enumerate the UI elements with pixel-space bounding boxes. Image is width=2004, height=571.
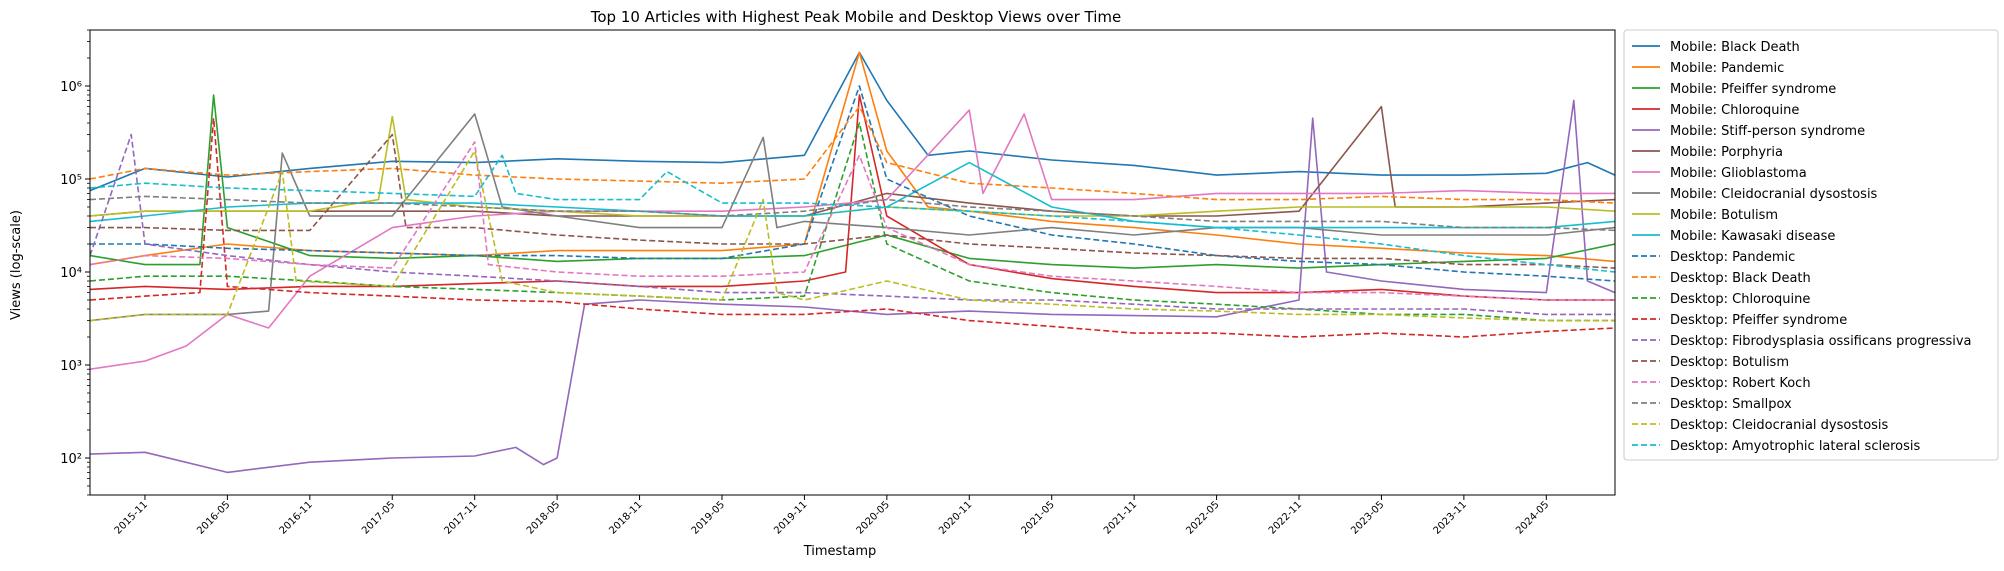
x-tick-label: 2021-05 bbox=[1019, 499, 1056, 536]
legend-label: Mobile: Chloroquine bbox=[1670, 103, 1799, 118]
x-tick-label: 2018-11 bbox=[607, 499, 644, 536]
series-line-16 bbox=[90, 133, 1615, 269]
x-tick-label: 2021-11 bbox=[1102, 499, 1139, 536]
x-tick-label: 2020-11 bbox=[937, 499, 974, 536]
series-line-1 bbox=[90, 51, 1615, 192]
x-axis-label: Timestamp bbox=[803, 544, 877, 559]
legend-label: Desktop: Fibrodysplasia ossificans progr… bbox=[1670, 334, 1972, 349]
series-line-6 bbox=[90, 105, 1615, 217]
legend-label: Desktop: Amyotrophic lateral sclerosis bbox=[1670, 439, 1920, 454]
x-tick-label: 2019-05 bbox=[690, 499, 727, 536]
legend-box bbox=[1623, 29, 1999, 461]
series-line-5 bbox=[90, 99, 1615, 474]
series-line-20 bbox=[90, 154, 1615, 273]
x-tick-label: 2022-05 bbox=[1184, 499, 1221, 536]
x-tick-label: 2018-05 bbox=[525, 499, 562, 536]
series-line-9 bbox=[90, 115, 1615, 217]
y-axis-label: Views (log-scale) bbox=[9, 210, 24, 320]
legend-label: Desktop: Cleidocranial dysostosis bbox=[1670, 418, 1889, 433]
series-line-18 bbox=[90, 195, 1615, 232]
legend-label: Desktop: Smallpox bbox=[1670, 397, 1792, 412]
legend-label: Desktop: Pfeiffer syndrome bbox=[1670, 313, 1847, 328]
legend-label: Mobile: Black Death bbox=[1670, 40, 1800, 55]
y-tick-label: 10⁴ bbox=[60, 266, 82, 281]
y-tick-label: 10⁶ bbox=[60, 80, 82, 95]
chart-title: Top 10 Articles with Highest Peak Mobile… bbox=[590, 8, 1121, 26]
x-tick-label: 2017-11 bbox=[442, 499, 479, 536]
series-line-12 bbox=[90, 105, 1615, 204]
series-line-17 bbox=[90, 141, 1615, 301]
plot-frame bbox=[89, 29, 1616, 496]
axes-layer: 10² 10³ 10⁴ 10⁵ 10⁶ 2015-11 2016-05 2016-11 2017… bbox=[60, 29, 1551, 537]
x-tick-label: 2016-11 bbox=[278, 499, 315, 536]
series-line-14 bbox=[90, 117, 1615, 338]
legend: Mobile: Black Death Mobile: Pandemic Mobil… bbox=[1623, 29, 1999, 461]
legend-label: Desktop: Black Death bbox=[1670, 271, 1811, 286]
x-tick-label: 2022-11 bbox=[1267, 499, 1304, 536]
series-layer bbox=[90, 51, 1615, 474]
x-tick-label: 2023-05 bbox=[1349, 499, 1386, 536]
x-tick-label: 2024-05 bbox=[1514, 499, 1551, 536]
legend-label: Mobile: Kawasaki disease bbox=[1670, 229, 1835, 244]
x-tick-label: 2019-11 bbox=[772, 499, 809, 536]
series-line-3 bbox=[90, 94, 1615, 269]
legend-label: Mobile: Glioblastoma bbox=[1670, 166, 1807, 181]
series-line-7 bbox=[90, 109, 1615, 370]
series-line-10 bbox=[90, 161, 1615, 229]
series-line-19 bbox=[90, 150, 1615, 322]
legend-label: Mobile: Pandemic bbox=[1670, 61, 1784, 76]
legend-label: Desktop: Botulism bbox=[1670, 355, 1789, 370]
y-tick-label: 10² bbox=[60, 452, 82, 467]
legend-label: Mobile: Stiff-person syndrome bbox=[1670, 124, 1865, 139]
x-tick-label: 2017-05 bbox=[360, 499, 397, 536]
x-tick-label: 2015-11 bbox=[113, 499, 150, 536]
legend-label: Mobile: Porphyria bbox=[1670, 145, 1783, 160]
legend-label: Desktop: Robert Koch bbox=[1670, 376, 1811, 391]
series-line-4 bbox=[90, 94, 1615, 301]
legend-label: Mobile: Pfeiffer syndrome bbox=[1670, 82, 1836, 97]
y-tick-label: 10⁵ bbox=[60, 173, 82, 188]
y-tick-label: 10³ bbox=[60, 359, 82, 374]
legend-label: Mobile: Cleidocranial dysostosis bbox=[1670, 187, 1878, 202]
x-tick-label: 2020-05 bbox=[855, 499, 892, 536]
series-line-2 bbox=[90, 51, 1615, 266]
legend-label: Mobile: Botulism bbox=[1670, 208, 1778, 223]
series-line-11 bbox=[90, 85, 1615, 282]
x-tick-label: 2023-11 bbox=[1432, 499, 1469, 536]
legend-label: Desktop: Pandemic bbox=[1670, 250, 1795, 265]
x-tick-label: 2016-05 bbox=[195, 499, 232, 536]
series-line-15 bbox=[90, 133, 1615, 316]
legend-label: Desktop: Chloroquine bbox=[1670, 292, 1810, 307]
